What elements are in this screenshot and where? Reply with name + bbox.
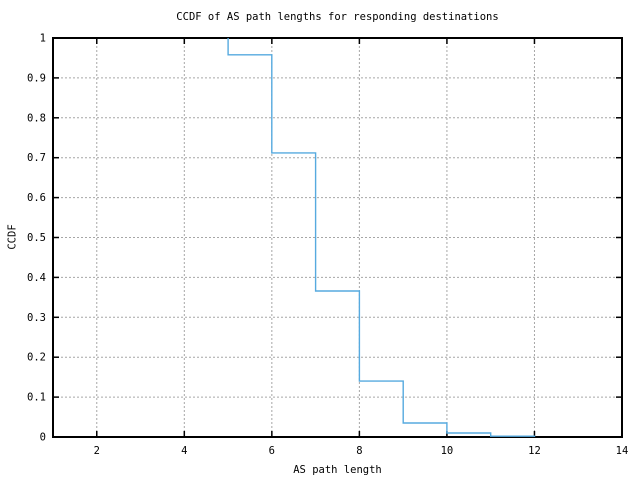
y-tick-label: 0.9 xyxy=(27,72,46,84)
y-tick-label: 0.5 xyxy=(27,232,46,244)
x-tick-label: 14 xyxy=(616,445,629,457)
y-tick-label: 0 xyxy=(40,432,46,444)
y-tick-label: 0.7 xyxy=(27,152,46,164)
x-tick-label: 8 xyxy=(356,445,362,457)
chart-title: CCDF of AS path lengths for responding d… xyxy=(176,11,499,23)
y-tick-label: 0.8 xyxy=(27,112,46,124)
x-tick-label: 12 xyxy=(528,445,541,457)
ccdf-step-curve xyxy=(227,38,536,437)
y-tick-label: 0.3 xyxy=(27,312,46,324)
y-tick-label: 0.2 xyxy=(27,352,46,364)
y-tick-label: 1 xyxy=(40,33,46,45)
x-tick-label: 2 xyxy=(94,445,100,457)
x-axis-label: AS path length xyxy=(293,464,382,476)
y-tick-label: 0.6 xyxy=(27,192,46,204)
y-tick-label: 0.1 xyxy=(27,392,46,404)
x-tick-label: 6 xyxy=(269,445,275,457)
x-tick-label: 10 xyxy=(441,445,454,457)
y-tick-label: 0.4 xyxy=(27,272,46,284)
x-tick-label: 4 xyxy=(181,445,187,457)
